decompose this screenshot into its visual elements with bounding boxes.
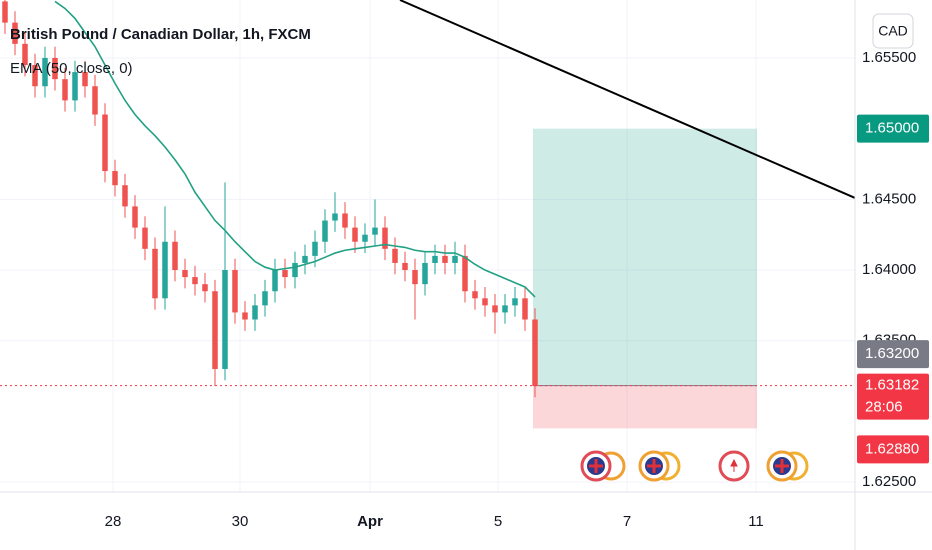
candle-body — [322, 220, 328, 242]
candle-body — [372, 227, 378, 235]
price-label-bg — [857, 114, 929, 143]
candle-body — [342, 213, 348, 228]
candle-body — [162, 241, 168, 299]
chart-title: British Pound / Canadian Dollar, 1h, FXC… — [10, 26, 311, 43]
candle-body — [32, 65, 38, 87]
x-tick-label: Apr — [357, 513, 383, 530]
y-tick-label: 1.64500 — [862, 190, 916, 207]
candle-body — [272, 270, 278, 292]
price-label-bg — [857, 373, 929, 420]
candle-body — [442, 255, 448, 263]
candle-body — [392, 248, 398, 263]
candle-body — [452, 255, 458, 263]
currency-label: CAD — [878, 23, 908, 39]
x-tick-label: 7 — [623, 513, 631, 530]
price-label: 1.62880 — [865, 440, 919, 457]
candle-body — [502, 305, 508, 313]
candle-body — [282, 270, 288, 278]
candle-body — [432, 255, 438, 263]
candle-body — [152, 248, 158, 299]
candle-body — [52, 57, 58, 80]
candle-body — [262, 291, 268, 306]
candle-body — [12, 22, 18, 44]
event-icons — [580, 450, 809, 482]
candle-body — [42, 57, 48, 87]
currency-button[interactable] — [872, 13, 914, 49]
candle-body — [82, 72, 88, 87]
y-tick-label: 1.62500 — [862, 473, 916, 490]
candle-body — [422, 262, 428, 285]
candle-body — [142, 227, 148, 249]
candle-body — [132, 206, 138, 228]
candle-body — [102, 114, 108, 172]
candle-body — [62, 79, 68, 101]
candle-body — [2, 1, 8, 23]
candle-body — [482, 298, 488, 306]
price-label-bg — [857, 435, 929, 464]
flag-cross — [647, 459, 661, 473]
flag-cross — [589, 459, 603, 473]
candle-body — [92, 86, 98, 115]
y-tick-label: 1.64000 — [862, 261, 916, 278]
candle-body — [242, 312, 248, 320]
y-tick-label: 1.65500 — [862, 49, 916, 66]
x-tick-label: 11 — [748, 513, 764, 530]
candle-body — [522, 298, 528, 320]
candle-body — [362, 234, 368, 242]
candle-body — [312, 241, 318, 256]
candle-body — [472, 291, 478, 299]
candle-body — [122, 185, 128, 207]
candle-body — [352, 227, 358, 242]
price-label: 1.63182 — [865, 377, 919, 394]
candle-body — [462, 255, 468, 292]
candle-body — [292, 262, 298, 278]
candle-body — [532, 319, 538, 386]
candle-body — [172, 241, 178, 271]
x-tick-label: 5 — [494, 513, 502, 530]
candle-body — [212, 291, 218, 369]
candle-body — [22, 43, 28, 66]
trendline — [399, 0, 856, 199]
candle-body — [402, 262, 408, 271]
flag-cross — [775, 459, 789, 473]
candle-body — [72, 72, 78, 101]
x-tick-label: 30 — [232, 513, 249, 530]
ema-line — [54, 0, 536, 298]
flag-leaf — [730, 458, 738, 472]
candle-body — [222, 270, 228, 369]
price-label: 1.65000 — [865, 120, 919, 137]
candle-body — [492, 305, 498, 313]
candle-body — [382, 227, 388, 249]
price-label-bg — [857, 340, 929, 369]
candle-body — [302, 255, 308, 263]
candle-body — [192, 277, 198, 285]
price-label: 1.63200 — [865, 345, 919, 362]
candle-body — [232, 270, 238, 313]
candle-body — [202, 284, 208, 292]
candle-body — [112, 171, 118, 186]
candle-body — [512, 298, 518, 306]
candle-body — [412, 270, 418, 285]
candle-body — [182, 270, 188, 278]
target-zone — [533, 128, 757, 386]
stop-zone — [533, 385, 757, 429]
candle-body — [332, 213, 338, 221]
candle-body — [252, 305, 258, 320]
countdown-label: 28:06 — [865, 399, 903, 416]
indicator-label: EMA (50, close, 0) — [10, 60, 133, 77]
x-tick-label: 28 — [105, 513, 122, 530]
